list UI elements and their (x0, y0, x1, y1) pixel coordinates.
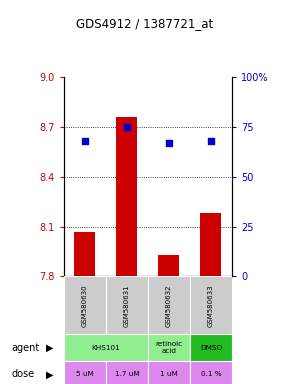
Bar (190, 276, 232, 334)
Point (166, 140, 171, 146)
Bar (190, 334, 232, 361)
Text: ▶: ▶ (46, 369, 53, 379)
Text: GSM580633: GSM580633 (208, 284, 214, 327)
Bar (64, 334, 148, 361)
Bar (200, 213, 222, 276)
Bar (148, 276, 190, 334)
Bar (106, 361, 148, 384)
Text: KHS101: KHS101 (91, 344, 120, 351)
Text: GSM580630: GSM580630 (82, 284, 88, 327)
Point (82, 137, 87, 144)
Bar (148, 334, 190, 361)
Text: 5 uM: 5 uM (76, 371, 94, 377)
Bar (64, 361, 106, 384)
Bar (64, 276, 106, 334)
Bar (74, 232, 95, 276)
Bar (190, 361, 232, 384)
Text: ▶: ▶ (46, 343, 53, 353)
Text: agent: agent (12, 343, 40, 353)
Text: GSM580631: GSM580631 (124, 284, 130, 327)
Bar (106, 276, 148, 334)
Text: GDS4912 / 1387721_at: GDS4912 / 1387721_at (76, 17, 214, 30)
Text: GSM580632: GSM580632 (166, 284, 172, 326)
Bar (148, 361, 190, 384)
Text: 1 uM: 1 uM (160, 371, 178, 377)
Bar (116, 117, 137, 276)
Point (209, 137, 213, 144)
Point (124, 124, 129, 130)
Bar (158, 255, 180, 276)
Text: 0.1 %: 0.1 % (201, 371, 221, 377)
Text: retinoic
acid: retinoic acid (155, 341, 182, 354)
Text: 1.7 uM: 1.7 uM (115, 371, 139, 377)
Text: DMSO: DMSO (200, 344, 222, 351)
Text: dose: dose (12, 369, 35, 379)
